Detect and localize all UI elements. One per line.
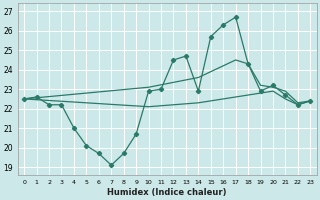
X-axis label: Humidex (Indice chaleur): Humidex (Indice chaleur) xyxy=(108,188,227,197)
